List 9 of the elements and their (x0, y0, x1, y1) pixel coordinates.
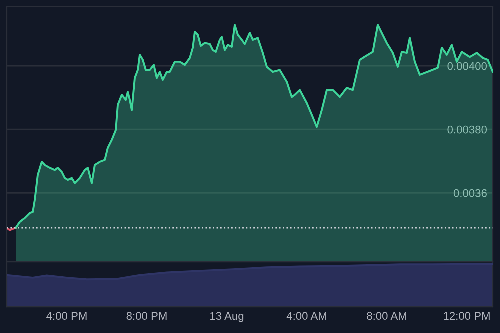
x-tick-label: 4:00 AM (286, 312, 326, 320)
y-tick-label: 0.00400 (448, 62, 488, 70)
y-tick-label: 0.00380 (448, 126, 488, 134)
x-tick-label: 12:00 PM (444, 312, 490, 320)
y-tick-label: 0.0036 (454, 189, 487, 198)
x-tick-label: 8:00 PM (126, 312, 167, 320)
x-tick-label: 13 Aug (210, 312, 244, 322)
x-tick-label: 4:00 PM (46, 312, 87, 320)
x-tick-label: 8:00 AM (367, 312, 406, 320)
